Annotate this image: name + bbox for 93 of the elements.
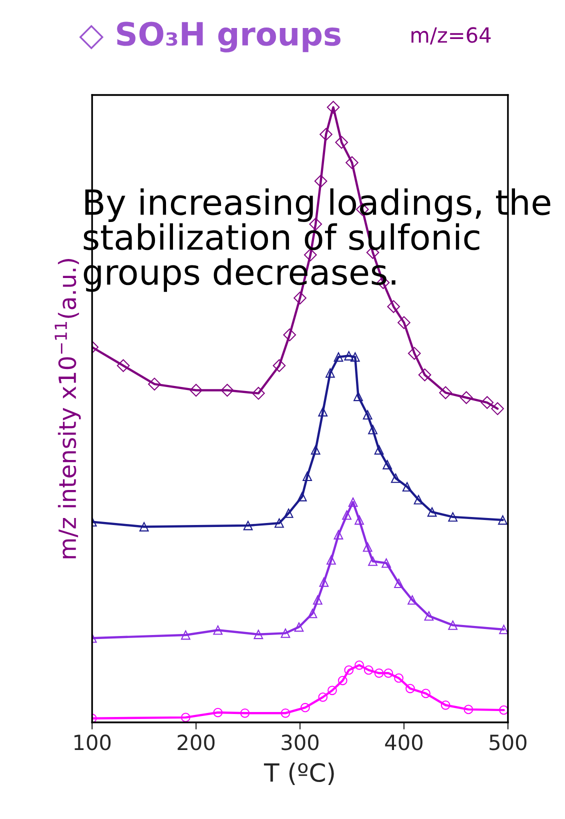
point [387,300,400,313]
point [326,555,336,565]
point [460,391,473,404]
point [313,595,322,605]
point [427,507,437,517]
point [348,497,358,507]
point [346,156,358,170]
point [408,595,417,605]
point [243,520,253,530]
point [280,708,290,718]
point [480,396,494,409]
point [334,352,344,362]
point [448,512,458,522]
point [390,473,400,483]
point [284,508,294,518]
point [328,686,337,696]
point [374,668,384,678]
point [139,522,149,532]
point [338,676,348,686]
point [439,386,452,400]
point [320,128,332,141]
point [344,351,354,360]
point [364,665,374,675]
point [408,346,421,360]
point [318,407,328,416]
point [414,495,424,504]
point [334,530,344,540]
point [314,174,328,188]
x-tick-label: 200 [178,734,215,750]
chart-title: ◇ SO₃H groups [79,22,340,52]
x-tick-label: 100 [74,734,111,750]
point [464,704,474,714]
point [368,424,378,434]
point [302,472,312,482]
point [374,445,384,455]
point [350,352,360,362]
point [354,515,364,525]
point [394,578,404,588]
point [491,402,504,416]
point [297,492,307,502]
point [280,628,290,638]
point [319,577,329,587]
point [272,359,286,372]
point [310,445,320,455]
point [354,660,364,670]
point [190,384,202,397]
point [213,625,223,635]
point [402,482,412,492]
point [406,684,415,694]
point [300,702,310,712]
point [499,624,508,634]
point [342,510,352,520]
point [283,328,296,342]
point [448,620,458,630]
x-tick-label: 300 [282,734,319,750]
point [421,688,430,698]
point [362,542,372,552]
x-tick-label: 500 [490,734,526,750]
point [344,665,354,675]
point [180,712,190,722]
point [382,460,392,470]
point [294,292,306,304]
point [354,392,363,402]
point [325,368,335,378]
point [382,558,391,568]
point [254,630,264,640]
point [499,705,508,715]
y-axis-title: m/z intensity x10$^{−11}$(a.u.) [54,259,81,558]
point [368,556,378,566]
point [326,100,340,114]
point [394,673,404,683]
chart-subtitle: m/z=64 [412,27,491,45]
point [398,316,410,329]
point [252,386,265,400]
point [440,700,450,710]
point [318,692,328,702]
x-tick-label: 400 [385,734,422,750]
point [308,608,318,618]
point [274,518,284,528]
point [384,668,394,678]
point [335,136,348,149]
point [148,378,161,390]
point [213,708,223,718]
point [220,384,234,397]
point [418,368,432,382]
point [362,410,372,420]
x-axis-title: T (ºC) [264,762,334,785]
point [498,515,508,525]
point [240,708,250,718]
point [424,611,434,621]
point [294,622,304,632]
point [116,359,130,372]
point [180,630,190,640]
